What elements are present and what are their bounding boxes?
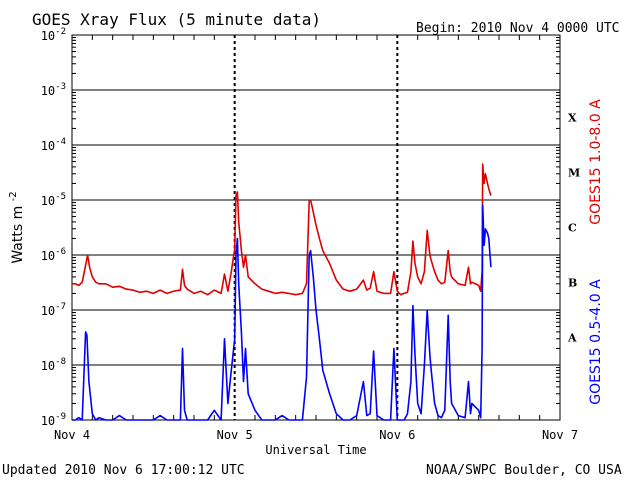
- x-tick-label: Nov 6: [379, 428, 415, 442]
- plot-area: 10-9 10-8 10-7 10-6 10-5 10-4 10-3 10-2 Nov 4 Nov…: [8, 27, 604, 457]
- y-tick-label: 10-4: [41, 137, 66, 153]
- data-credit: NOAA/SWPC Boulder, CO USA: [426, 463, 622, 478]
- flare-class-label: M: [568, 167, 580, 180]
- x-tick-label: Nov 7: [542, 428, 578, 442]
- y-axis-label: Watts m -2: [8, 191, 26, 263]
- plot-frame: [71, 34, 561, 421]
- y-tick-label: 10-8: [41, 357, 66, 373]
- y-tick-label: 10-7: [41, 302, 66, 318]
- series-line-short-channel: [72, 204, 492, 421]
- x-tick-label: Nov 4: [54, 428, 90, 442]
- legend-label: GOES15 1.0-8.0 A: [588, 99, 604, 225]
- flare-class-label: B: [568, 277, 577, 290]
- flare-class-label: C: [568, 222, 577, 235]
- flare-class-label: X: [568, 112, 577, 125]
- y-tick-label: 10-3: [41, 82, 66, 98]
- y-tick-label: 10-5: [41, 192, 66, 208]
- flare-class-label: A: [567, 332, 577, 345]
- chart-title: GOES Xray Flux (5 minute data): [32, 10, 321, 29]
- y-tick-label: 10-2: [41, 27, 66, 43]
- series-line-long-channel: [72, 163, 492, 296]
- begin-date: Begin: 2010 Nov 4 0000 UTC: [416, 21, 620, 36]
- x-axis-label: Universal Time: [265, 443, 366, 457]
- updated-timestamp: Updated 2010 Nov 6 17:00:12 UTC: [2, 463, 245, 478]
- y-tick-label: 10-6: [41, 247, 66, 263]
- y-tick-label: 10-9: [41, 412, 66, 428]
- legend-label: GOES15 0.5-4.0 A: [588, 279, 604, 405]
- x-tick-label: Nov 5: [217, 428, 253, 442]
